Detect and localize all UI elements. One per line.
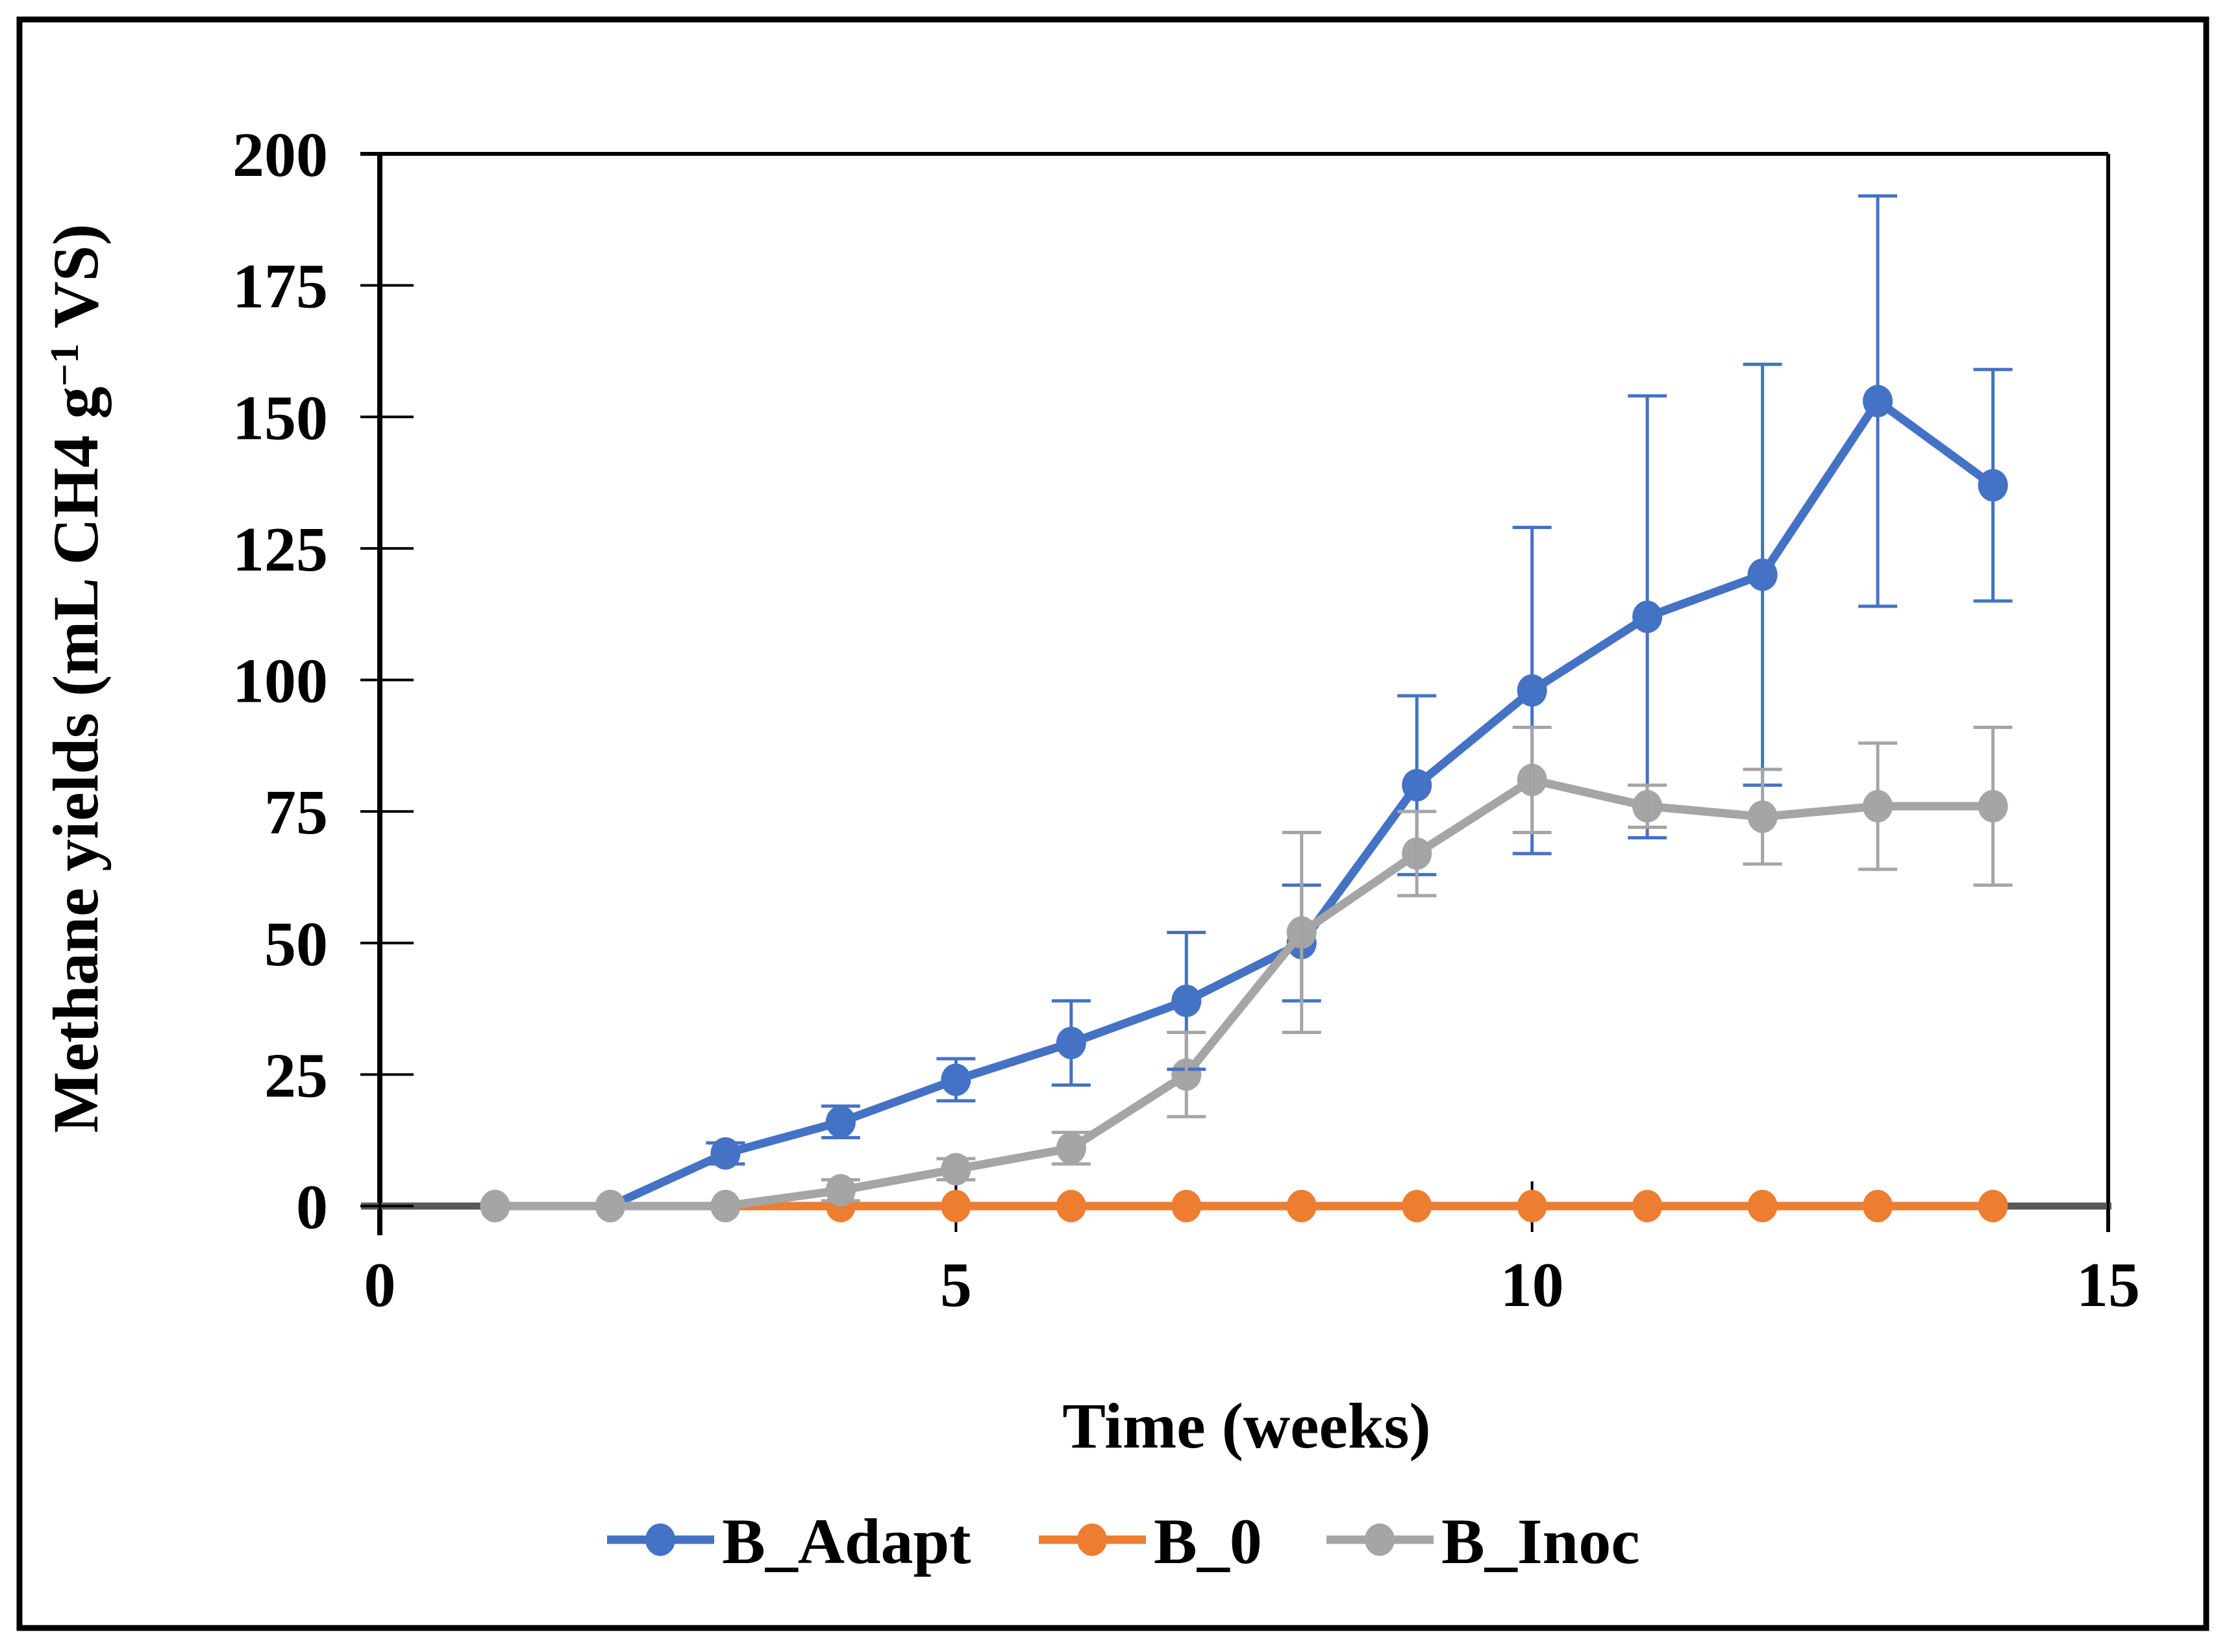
legend-item-B_Inoc: B_Inoc (1326, 1505, 1640, 1577)
y-axis-title: Methane yields (mL CH4 g−1 VS) (40, 224, 112, 1133)
data-point (1632, 1190, 1663, 1222)
legend-item-B_Adapt: B_Adapt (607, 1505, 971, 1577)
y-tick-label: 25 (264, 1041, 328, 1111)
data-point (1978, 1190, 2008, 1222)
data-point (1863, 1190, 1893, 1222)
legend-marker (1365, 1523, 1395, 1556)
data-point (1056, 1190, 1086, 1222)
data-point (1402, 1190, 1432, 1222)
data-point (710, 1190, 741, 1222)
y-tick-label: 125 (232, 515, 328, 585)
y-tick-label: 100 (232, 647, 328, 717)
data-point (595, 1190, 625, 1222)
series-line (495, 775, 1993, 1211)
y-tick-label: 200 (232, 120, 328, 190)
data-point (480, 1190, 510, 1222)
series-line (608, 395, 1996, 1210)
series-B_Inoc (480, 763, 2008, 1222)
figure-border (16, 16, 2209, 1631)
x-axis-title: Time (weeks) (1062, 1390, 1430, 1462)
data-point (1171, 1190, 1202, 1222)
data-point (1517, 1190, 1547, 1222)
legend: B_Adapt B_0 B_Inoc (607, 1505, 1640, 1577)
y-tick-label: 150 (232, 383, 328, 453)
y-tick-label: 75 (264, 778, 328, 848)
legend-label: B_0 (1154, 1505, 1262, 1577)
plot-area: 0 25 50 75 100 125 150 175 200 0 5 10 15 (232, 120, 2140, 1320)
legend-item-B_0: B_0 (1039, 1505, 1262, 1577)
data-point (1747, 1190, 1778, 1222)
legend-marker (645, 1523, 675, 1556)
error-bars-B_Adapt (706, 194, 2013, 1166)
error-bars-B_Inoc (821, 725, 2013, 1203)
data-point (1286, 1190, 1317, 1222)
legend-label: B_Inoc (1441, 1505, 1640, 1577)
y-tick-label: 50 (264, 909, 328, 980)
x-tick-label: 10 (1500, 1250, 1564, 1320)
series-B_Adapt (595, 384, 2008, 1222)
legend-label: B_Adapt (722, 1505, 971, 1577)
y-tick-label: 175 (232, 252, 328, 322)
x-tick-label: 0 (364, 1250, 396, 1320)
data-point (941, 1190, 971, 1222)
y-tick-label: 0 (296, 1172, 328, 1242)
x-tick-label: 15 (2076, 1250, 2140, 1320)
x-tick-label: 5 (940, 1250, 972, 1320)
legend-marker (1077, 1523, 1107, 1556)
